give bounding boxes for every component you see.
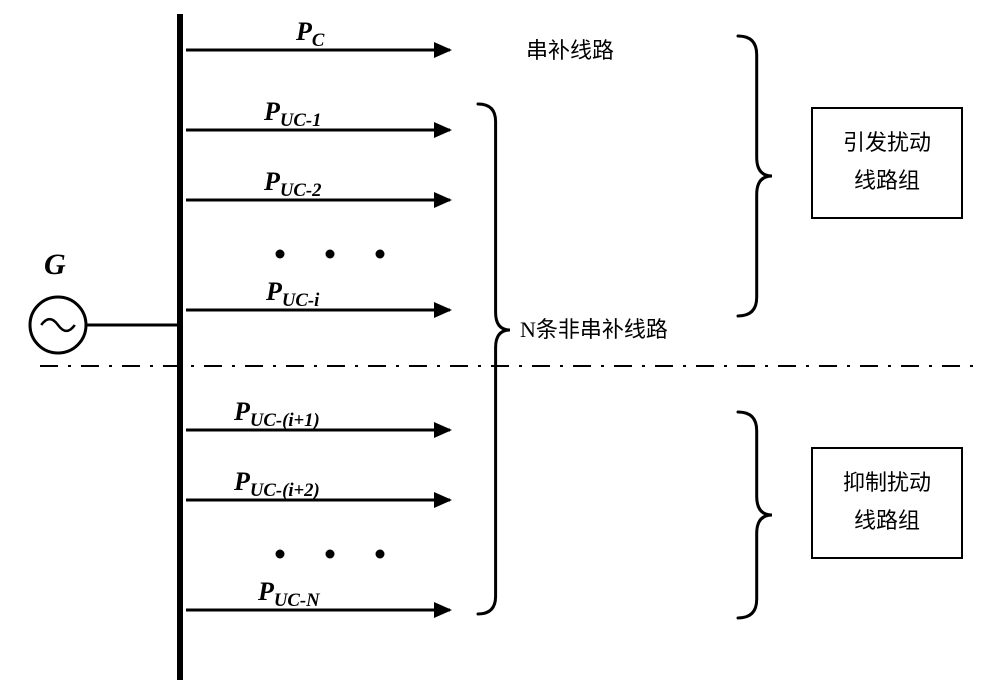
dots-lower-2	[376, 550, 385, 559]
label-series-line: 串补线路	[526, 38, 614, 63]
dots-upper-0	[276, 250, 285, 259]
dots-upper-1	[326, 250, 335, 259]
box-suppress-disturbance-line1: 抑制扰动	[843, 470, 931, 495]
dots-lower-0	[276, 550, 285, 559]
box-cause-disturbance-line2: 线路组	[854, 168, 920, 193]
box-suppress-disturbance-line2: 线路组	[854, 508, 920, 533]
diagram-root: GPCPUC-1PUC-2PUC-iPUC-(i+1)PUC-(i+2)PUC-…	[0, 0, 1000, 694]
canvas-bg	[0, 0, 1000, 694]
dots-lower-1	[326, 550, 335, 559]
dots-upper-2	[376, 250, 385, 259]
box-cause-disturbance-line1: 引发扰动	[843, 130, 931, 155]
label-nonseries-lines: N条非串补线路	[520, 317, 668, 342]
generator-label: G	[44, 248, 66, 281]
